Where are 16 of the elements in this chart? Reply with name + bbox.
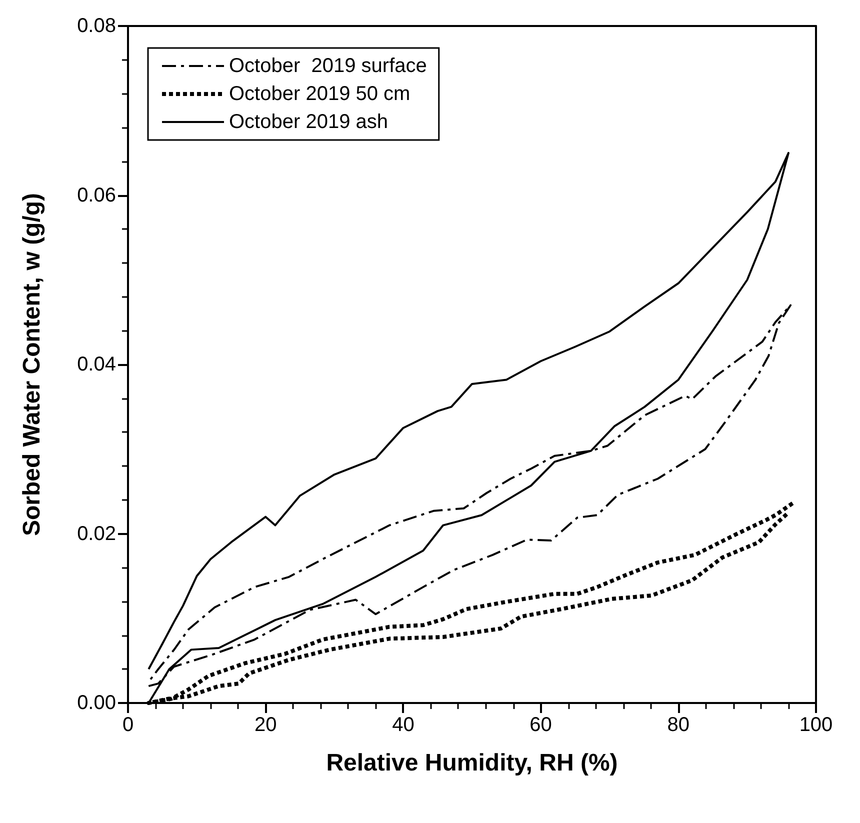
x-tick-label: 80 (667, 714, 690, 736)
x-tick-label: 100 (799, 714, 833, 736)
y-axis-title: Sorbed Water Content, w (g/g) (18, 192, 46, 536)
y-tick-label: 0.08 (77, 15, 116, 37)
x-tick-label: 60 (530, 714, 552, 736)
x-axis-title: Relative Humidity, RH (%) (326, 750, 618, 776)
y-tick-label: 0.06 (77, 184, 116, 206)
legend-label: October 2019 ash (229, 111, 388, 133)
y-tick-label: 0.00 (77, 692, 116, 714)
y-tick-label: 0.02 (77, 522, 116, 545)
legend-label: October 2019 surface (229, 55, 427, 77)
x-tick-label: 20 (254, 714, 277, 736)
x-tick-label: 40 (392, 714, 414, 736)
x-tick-label: 0 (122, 714, 134, 736)
y-tick-label: 0.04 (77, 354, 116, 376)
legend-label: October 2019 50 cm (229, 83, 410, 105)
